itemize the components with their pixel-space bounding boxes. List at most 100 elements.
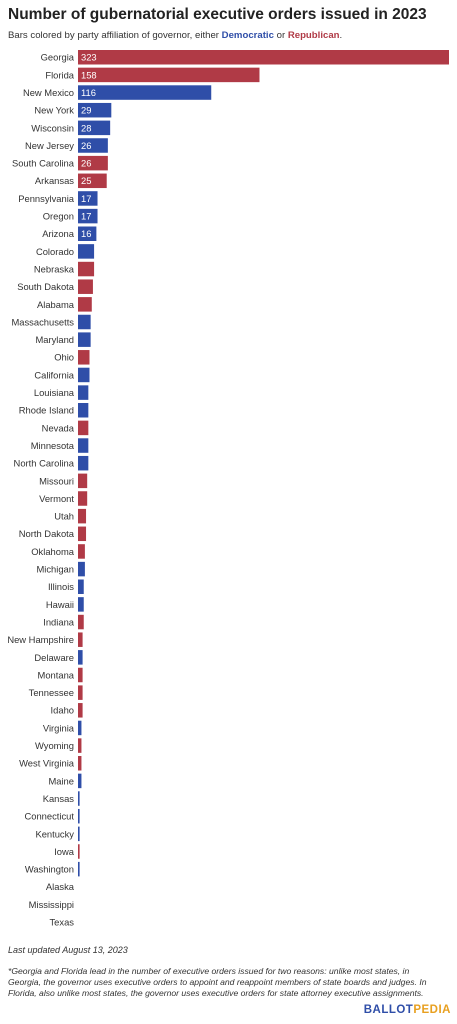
category-label: Indiana bbox=[43, 616, 75, 627]
bar bbox=[78, 614, 84, 630]
category-label: Idaho bbox=[51, 705, 74, 716]
bar bbox=[78, 685, 83, 700]
bar bbox=[78, 738, 82, 753]
chart-subtitle: Bars colored by party affiliation of gov… bbox=[8, 30, 453, 41]
category-label: Wyoming bbox=[35, 740, 74, 751]
bar bbox=[78, 208, 98, 224]
category-label: Montana bbox=[38, 669, 75, 680]
category-label: New York bbox=[34, 105, 74, 116]
category-label: North Carolina bbox=[14, 458, 75, 469]
category-label: Rhode Island bbox=[19, 405, 74, 416]
bar bbox=[78, 597, 84, 612]
category-label: Iowa bbox=[54, 846, 75, 857]
category-label: Vermont bbox=[39, 493, 74, 504]
chart-title: Number of gubernatorial executive orders… bbox=[8, 6, 427, 23]
category-label: Mississippi bbox=[29, 899, 74, 910]
bar-chart: Georgia 323 Florida 158 New Mexico 116 New Yor… bbox=[7, 50, 449, 928]
bar bbox=[78, 508, 87, 524]
bar bbox=[78, 173, 107, 189]
category-label: New Jersey bbox=[25, 140, 74, 151]
category-label: Wisconsin bbox=[31, 122, 74, 133]
subtitle-mid: or bbox=[273, 30, 288, 41]
category-label: Hawaii bbox=[46, 599, 74, 610]
bar bbox=[78, 808, 80, 824]
bar bbox=[78, 473, 88, 489]
bar bbox=[78, 667, 83, 683]
category-label: Delaware bbox=[34, 652, 74, 663]
bar bbox=[78, 791, 80, 806]
footnote: *Georgia and Florida lead in the number … bbox=[8, 966, 427, 998]
bar bbox=[78, 314, 91, 330]
bar bbox=[78, 403, 89, 418]
category-label: Missouri bbox=[39, 475, 74, 486]
bar bbox=[78, 844, 80, 859]
bar bbox=[78, 367, 90, 383]
bar bbox=[78, 191, 98, 206]
bar-value-label: 17 bbox=[81, 193, 91, 204]
bar bbox=[78, 120, 111, 136]
category-label: California bbox=[34, 369, 74, 380]
bar bbox=[78, 138, 108, 153]
last-updated: Last updated August 13, 2023 bbox=[8, 945, 128, 955]
bar bbox=[78, 561, 85, 577]
bar bbox=[78, 50, 449, 65]
bar bbox=[78, 861, 80, 877]
category-label: Illinois bbox=[48, 581, 74, 592]
bar-value-label: 323 bbox=[81, 52, 97, 63]
bar bbox=[78, 155, 108, 171]
bar bbox=[78, 526, 87, 542]
subtitle-prefix: Bars colored by party affiliation of gov… bbox=[8, 30, 222, 41]
bar bbox=[78, 756, 82, 771]
category-label: Ohio bbox=[54, 352, 74, 363]
bar-value-label: 26 bbox=[81, 158, 91, 169]
category-label: Kentucky bbox=[35, 828, 74, 839]
bar-value-label: 29 bbox=[81, 105, 91, 116]
category-label: Kansas bbox=[43, 793, 75, 804]
bar bbox=[78, 297, 92, 312]
category-label: Arkansas bbox=[35, 175, 74, 186]
bar bbox=[78, 261, 95, 277]
subtitle-suffix: . bbox=[339, 30, 343, 41]
bar bbox=[78, 544, 85, 559]
category-label: Florida bbox=[45, 69, 74, 80]
bar-value-label: 17 bbox=[81, 211, 91, 222]
ballotpedia-logo: BALLOTPEDIA bbox=[364, 1004, 451, 1016]
category-label: Maine bbox=[48, 775, 74, 786]
bar bbox=[78, 385, 89, 400]
category-label: Arizona bbox=[42, 228, 75, 239]
bar bbox=[78, 720, 82, 736]
category-label: Connecticut bbox=[24, 811, 74, 822]
category-label: Maryland bbox=[35, 334, 74, 345]
bar-value-label: 25 bbox=[81, 175, 91, 186]
category-label: South Dakota bbox=[17, 281, 75, 292]
bar bbox=[78, 279, 93, 294]
category-label: Tennessee bbox=[29, 687, 74, 698]
logo-part-pedia: PEDIA bbox=[413, 1004, 451, 1016]
category-label: West Virginia bbox=[19, 758, 75, 769]
category-label: Nevada bbox=[42, 422, 75, 433]
bar-value-label: 116 bbox=[81, 87, 96, 98]
category-label: Oklahoma bbox=[31, 546, 75, 557]
category-label: Virginia bbox=[43, 722, 75, 733]
category-label: Washington bbox=[25, 864, 74, 875]
category-label: Louisiana bbox=[34, 387, 75, 398]
legend-republican: Republican bbox=[287, 30, 340, 41]
bar-value-label: 158 bbox=[81, 69, 97, 80]
bar bbox=[78, 85, 212, 100]
category-label: Minnesota bbox=[31, 440, 75, 451]
bar bbox=[78, 67, 260, 83]
category-label: Colorado bbox=[36, 246, 74, 257]
bar-value-label: 28 bbox=[81, 122, 91, 133]
category-label: Michigan bbox=[36, 564, 74, 575]
category-label: Alaska bbox=[46, 881, 75, 892]
category-label: Nebraska bbox=[34, 263, 75, 274]
category-label: Massachusetts bbox=[11, 316, 74, 327]
category-label: North Dakota bbox=[19, 528, 75, 539]
bar bbox=[78, 579, 84, 594]
bar bbox=[78, 773, 82, 789]
bar bbox=[78, 438, 89, 453]
bar bbox=[78, 650, 83, 665]
bar bbox=[78, 350, 90, 365]
category-label: South Carolina bbox=[12, 158, 75, 169]
legend-democratic: Democratic bbox=[221, 30, 274, 41]
